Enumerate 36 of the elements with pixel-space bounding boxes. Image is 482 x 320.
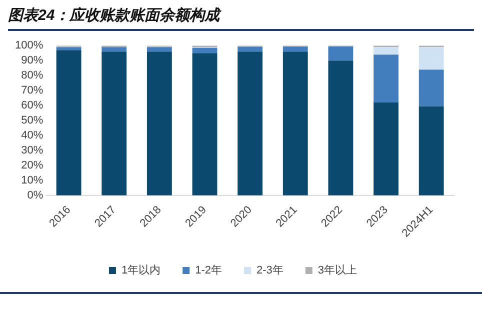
y-tick-label: 0% [27,189,44,202]
bar [192,48,218,54]
y-tick-label: 70% [21,84,44,97]
bar [102,47,127,52]
legend-label: 3年以上 [318,264,358,277]
bar [282,52,308,196]
bar [374,54,398,103]
chart-title: 图表24：应收账款账面余额构成 [8,6,474,31]
bar [146,52,172,196]
bar [374,47,398,55]
y-tick-label: 100% [14,40,44,52]
bar [418,106,444,196]
y-tick-label: 60% [21,100,44,112]
bar [418,47,444,70]
bar [328,60,354,196]
legend-label: 1年以内 [121,264,161,277]
y-tick-label: 10% [21,174,44,186]
legend-label: 1-2年 [195,264,222,277]
y-tick-label: 30% [21,144,44,157]
y-tick-label: 50% [21,114,44,127]
y-tick-label: 90% [21,54,44,67]
bar [238,52,263,196]
bar [418,70,444,106]
bar [102,52,127,196]
bar [192,53,218,196]
bar [282,46,308,52]
bar [146,47,172,52]
bar [56,47,82,50]
y-tick-label: 80% [21,70,44,82]
y-tick-label: 20% [21,159,44,172]
bar [328,46,354,61]
legend-label: 2-3年 [256,264,284,277]
bar [374,102,398,196]
bar [56,50,82,196]
bar [238,46,263,52]
y-tick-label: 40% [21,130,44,142]
